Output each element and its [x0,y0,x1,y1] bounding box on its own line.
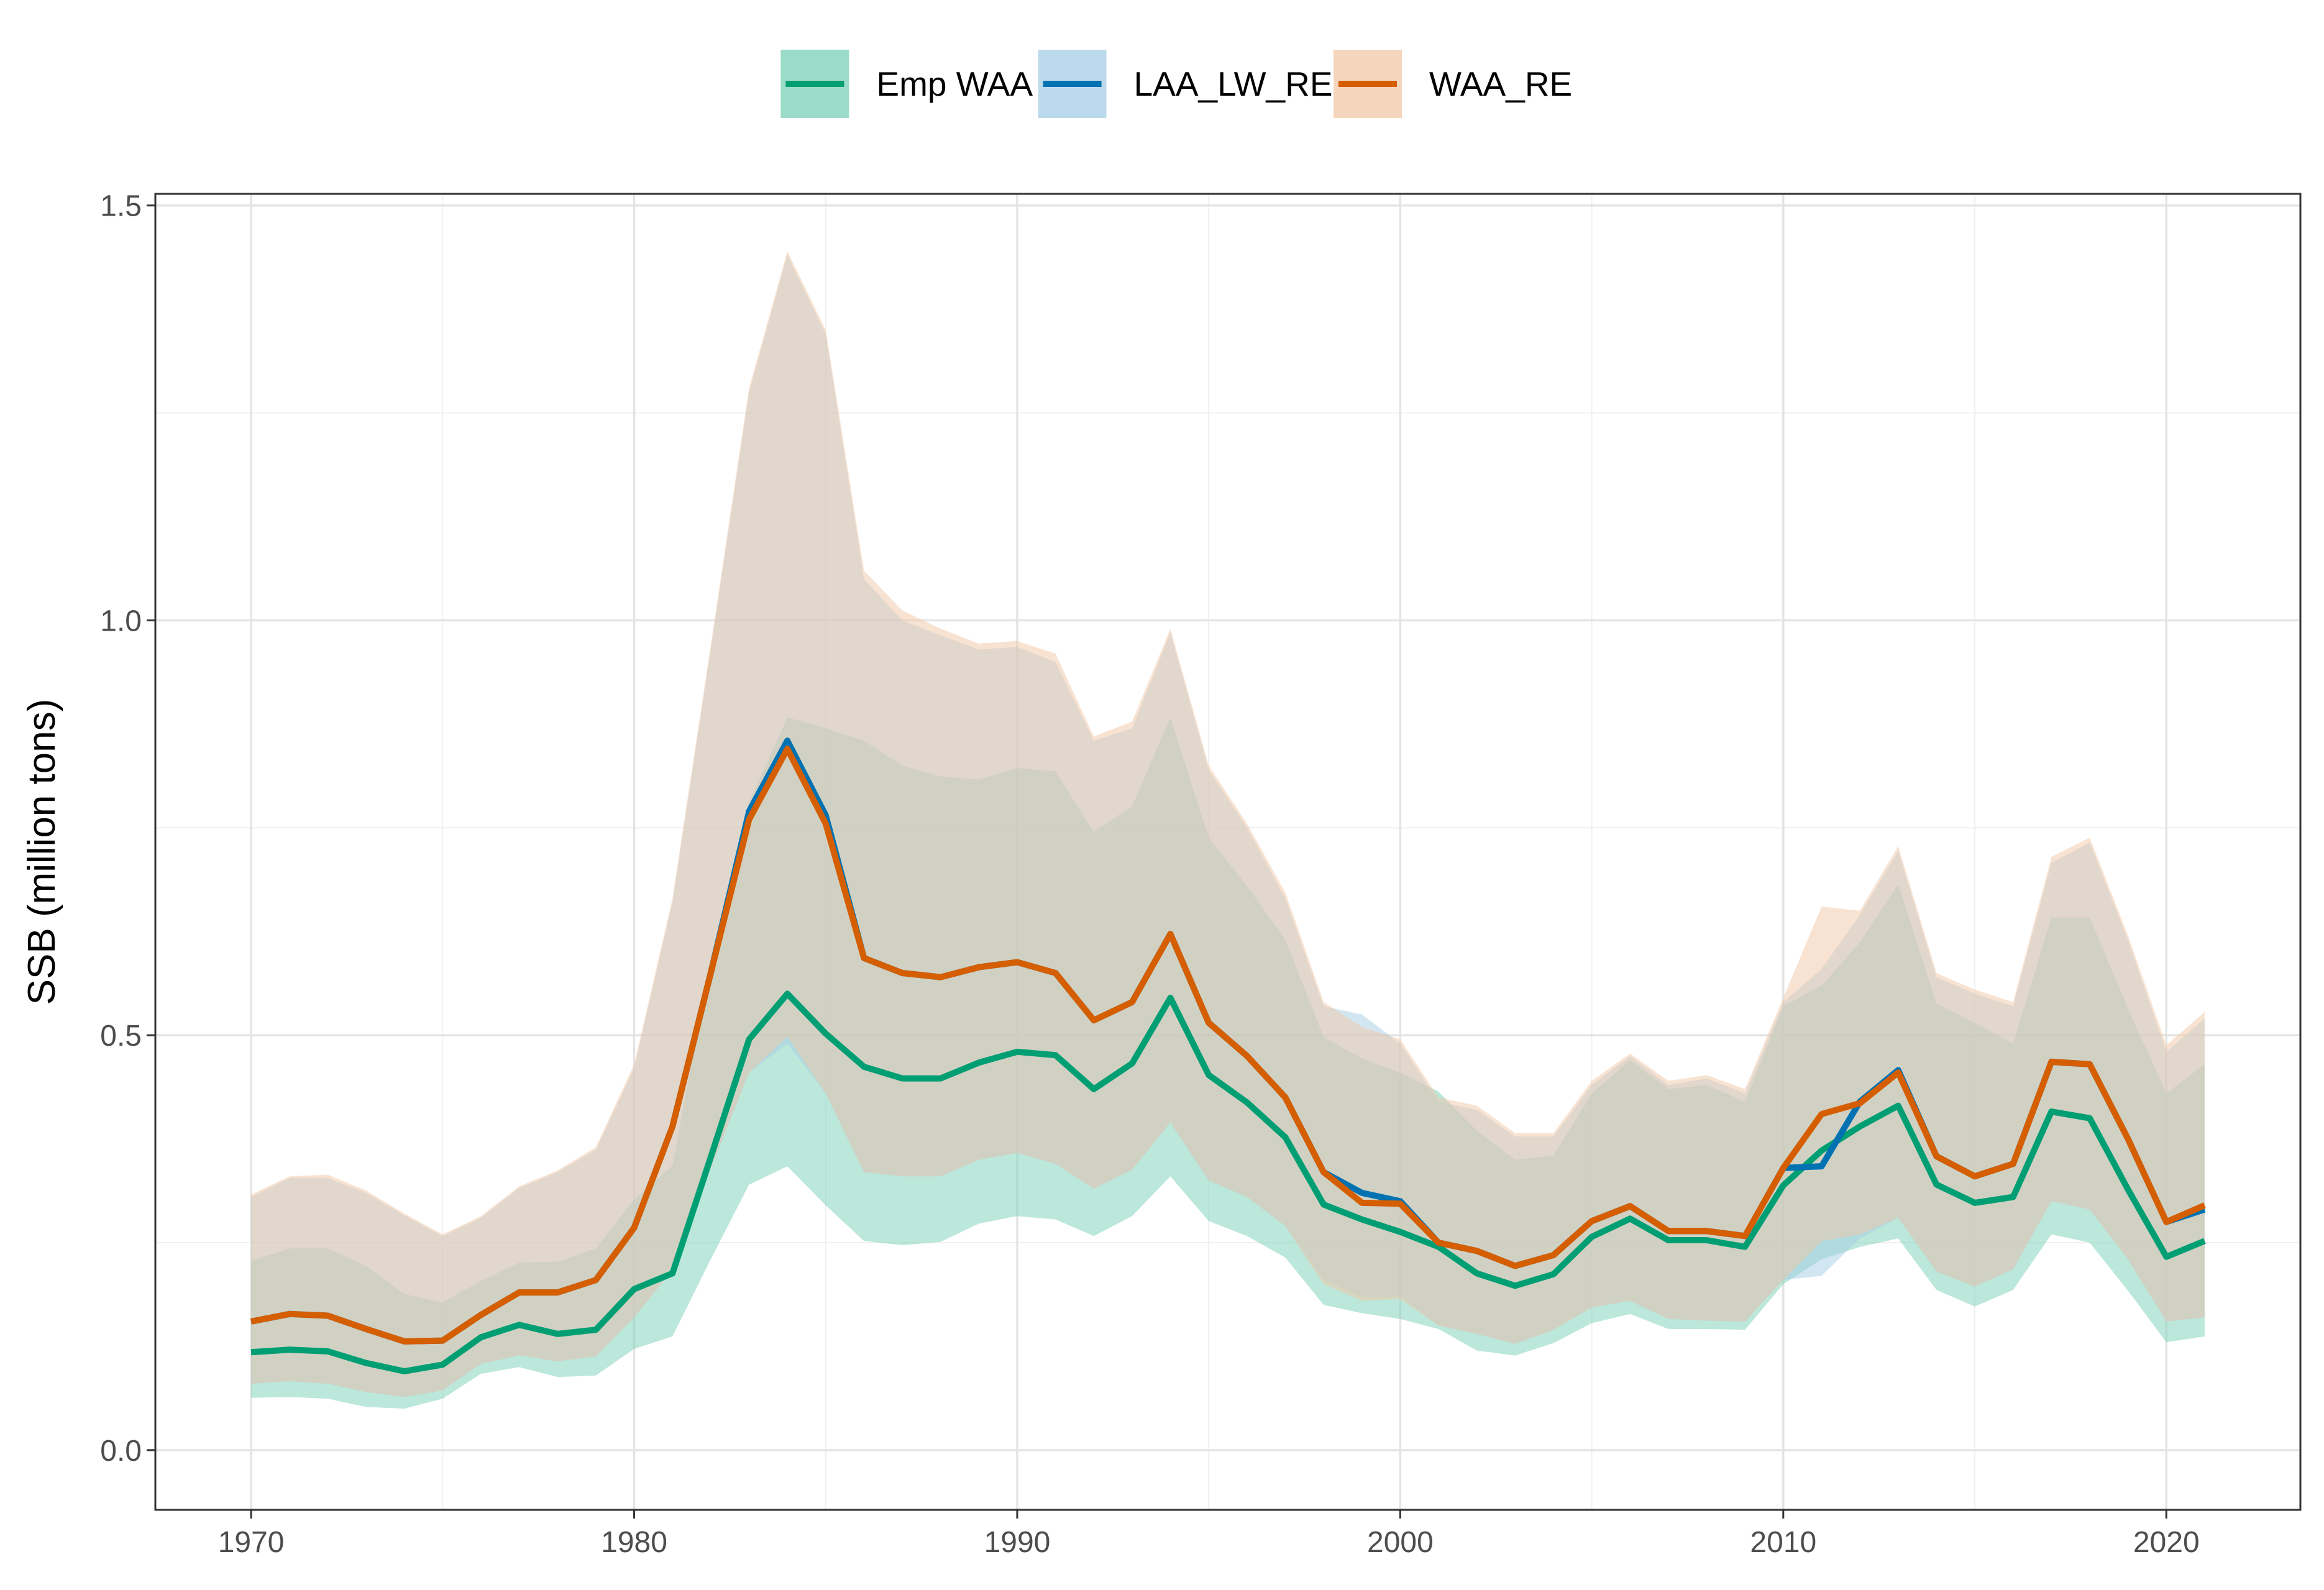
y-tick-label: 0.5 [100,1020,142,1053]
x-tick-label: 1990 [984,1526,1051,1559]
x-tick-label: 1970 [218,1526,285,1559]
x-tick-label: 2010 [1750,1526,1816,1559]
y-axis: 0.0 0.5 1.0 1.5 [100,190,155,1468]
panel-border [154,193,2302,1511]
line-waa-re [250,746,2206,1345]
series-lines [250,738,2206,1374]
legend-item-laa-lw-re: LAA_LW_RE [1038,50,1333,118]
x-tick-label: 1980 [601,1526,667,1559]
x-axis: 1970 1980 1990 2000 2010 2020 [218,1510,2200,1559]
y-axis-title: SSB (million tons) [21,699,63,1005]
legend-item-waa-re: WAA_RE [1334,50,1572,118]
x-tick-label: 2020 [2133,1526,2200,1559]
legend-label-emp-waa: Emp WAA [876,65,1033,103]
ribbon-waa-re [251,251,2205,1397]
legend: Emp WAA LAA_LW_RE WAA_RE [780,50,1572,118]
plot-panel [154,193,2302,1511]
x-tick-label: 2000 [1367,1526,1434,1559]
line-emp-waa [250,990,2206,1374]
confidence-ribbons [251,251,2205,1409]
y-tick-label: 1.5 [100,190,142,223]
legend-label-waa-re: WAA_RE [1429,65,1572,103]
legend-label-laa-lw-re: LAA_LW_RE [1134,65,1333,103]
legend-item-emp-waa: Emp WAA [780,50,1033,118]
y-tick-label: 0.0 [100,1435,142,1468]
y-tick-label: 1.0 [100,605,142,637]
